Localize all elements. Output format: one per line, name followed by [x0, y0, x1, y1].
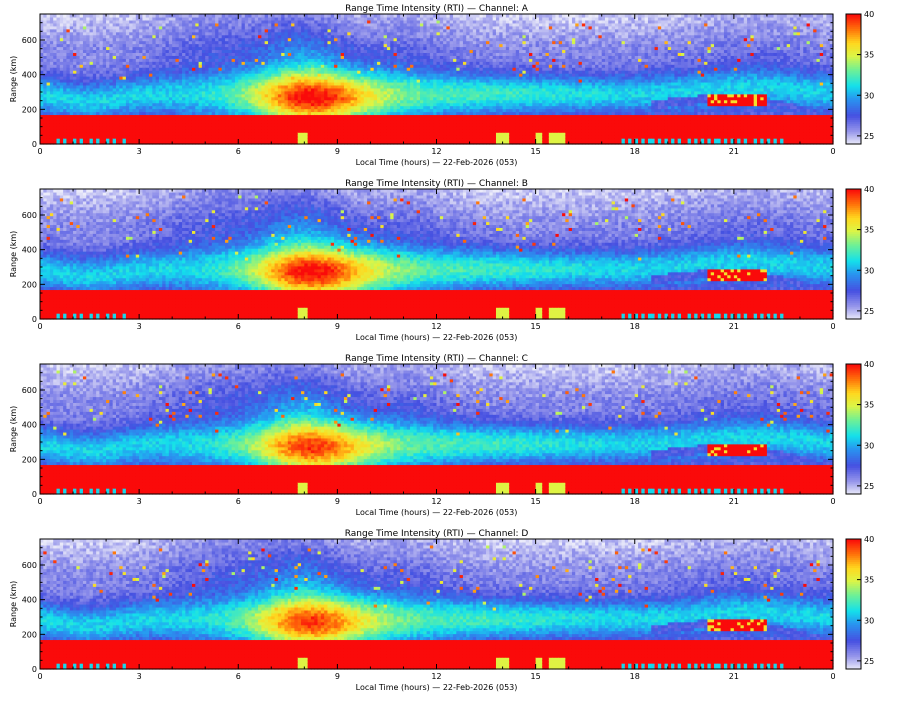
heatmap-cells — [40, 14, 834, 145]
rti-panel-a: Range Time Intensity (RTI) — Channel: A0… — [9, 4, 874, 167]
